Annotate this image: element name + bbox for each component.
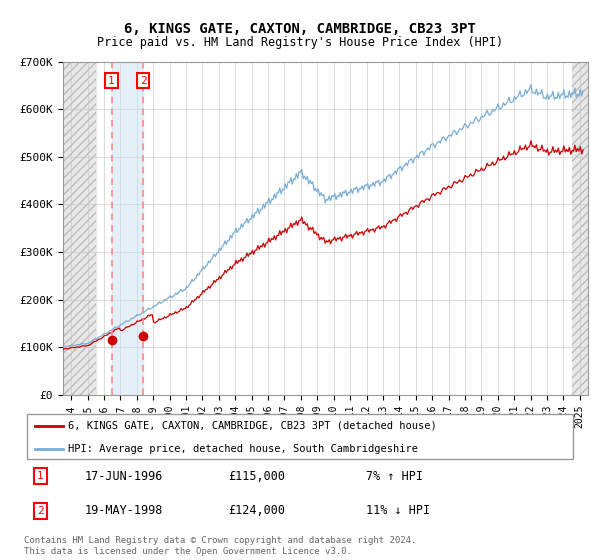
Bar [572, 62, 588, 395]
Text: 19-MAY-1998: 19-MAY-1998 [85, 505, 163, 517]
Bar [63, 62, 96, 395]
Text: Price paid vs. HM Land Registry's House Price Index (HPI): Price paid vs. HM Land Registry's House … [97, 36, 503, 49]
Text: 7% ↑ HPI: 7% ↑ HPI [366, 469, 423, 483]
Text: £115,000: £115,000 [228, 469, 285, 483]
Text: 6, KINGS GATE, CAXTON, CAMBRIDGE, CB23 3PT: 6, KINGS GATE, CAXTON, CAMBRIDGE, CB23 3… [124, 22, 476, 36]
Text: HPI: Average price, detached house, South Cambridgeshire: HPI: Average price, detached house, Sout… [68, 445, 418, 454]
Bar [572, 62, 588, 395]
Text: 6, KINGS GATE, CAXTON, CAMBRIDGE, CB23 3PT (detached house): 6, KINGS GATE, CAXTON, CAMBRIDGE, CB23 3… [68, 421, 437, 431]
Text: 2: 2 [140, 76, 146, 86]
Text: 17-JUN-1996: 17-JUN-1996 [85, 469, 163, 483]
Bar [112, 62, 143, 395]
FancyBboxPatch shape [27, 414, 573, 459]
Text: Contains HM Land Registry data © Crown copyright and database right 2024.
This d: Contains HM Land Registry data © Crown c… [24, 536, 416, 556]
Text: 1: 1 [37, 471, 44, 481]
Text: 1: 1 [108, 76, 115, 86]
Text: 2: 2 [37, 506, 44, 516]
Text: £124,000: £124,000 [228, 505, 285, 517]
Text: 11% ↓ HPI: 11% ↓ HPI [366, 505, 430, 517]
Bar [63, 62, 96, 395]
